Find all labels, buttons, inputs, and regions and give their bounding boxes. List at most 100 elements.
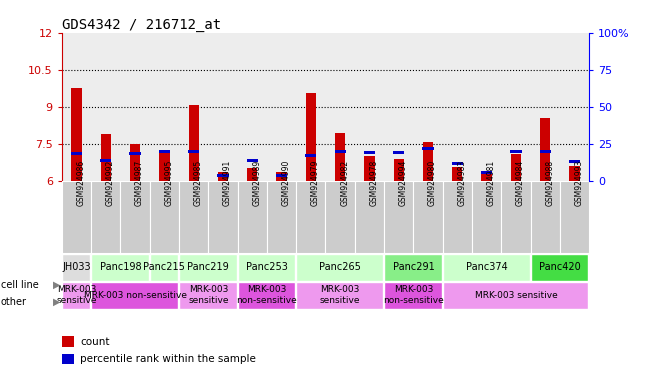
Text: percentile rank within the sample: percentile rank within the sample <box>80 354 256 364</box>
Bar <box>130 152 141 155</box>
Bar <box>531 254 589 281</box>
Text: Panc291: Panc291 <box>393 262 434 272</box>
Bar <box>179 33 208 181</box>
Bar <box>159 150 170 154</box>
Bar <box>305 154 316 157</box>
Bar <box>296 33 326 181</box>
Bar <box>179 181 208 253</box>
Bar <box>188 149 199 153</box>
Bar <box>452 167 462 181</box>
Text: GSM924985: GSM924985 <box>193 160 202 206</box>
Text: MRK-003
non-sensitive: MRK-003 non-sensitive <box>236 285 298 305</box>
Bar <box>423 142 433 181</box>
Bar <box>62 254 90 281</box>
Text: GSM924990: GSM924990 <box>281 160 290 206</box>
Bar <box>443 33 472 181</box>
Text: GSM924983: GSM924983 <box>457 160 466 206</box>
Bar <box>531 181 560 253</box>
Bar <box>384 282 442 309</box>
Text: GSM924989: GSM924989 <box>252 160 261 206</box>
Text: GSM924988: GSM924988 <box>545 160 554 206</box>
Text: MRK-003
sensitive: MRK-003 sensitive <box>188 285 229 305</box>
Bar <box>238 181 267 253</box>
Bar <box>100 159 111 162</box>
Bar <box>472 33 501 181</box>
Bar <box>179 282 237 309</box>
Bar <box>218 172 228 181</box>
Bar <box>501 33 531 181</box>
Bar <box>452 162 463 166</box>
Bar <box>72 88 81 181</box>
Bar <box>91 254 149 281</box>
Text: GSM924992: GSM924992 <box>105 160 115 206</box>
Bar <box>150 33 179 181</box>
Bar <box>531 33 560 181</box>
Bar <box>101 134 111 181</box>
Bar <box>91 33 120 181</box>
Bar <box>120 33 150 181</box>
Bar <box>443 282 589 309</box>
Bar <box>510 150 521 154</box>
Text: GSM924994: GSM924994 <box>398 160 408 206</box>
Text: Panc374: Panc374 <box>465 262 508 272</box>
Bar <box>238 33 267 181</box>
Bar <box>296 282 383 309</box>
Bar <box>296 181 326 253</box>
Bar <box>208 33 238 181</box>
Bar <box>217 174 229 177</box>
Text: Panc420: Panc420 <box>539 262 581 272</box>
Bar <box>306 93 316 181</box>
Bar <box>413 33 443 181</box>
Text: GSM924980: GSM924980 <box>428 160 437 206</box>
Bar <box>384 181 413 253</box>
Bar <box>422 147 434 150</box>
Bar <box>238 282 296 309</box>
Bar <box>208 181 238 253</box>
Bar <box>443 254 530 281</box>
Bar <box>413 181 443 253</box>
Bar <box>267 33 296 181</box>
Text: Panc198: Panc198 <box>100 262 141 272</box>
Text: GSM924982: GSM924982 <box>340 160 349 206</box>
Bar <box>355 181 384 253</box>
Bar <box>393 151 404 154</box>
Text: cell line: cell line <box>1 280 38 290</box>
Bar <box>62 33 91 181</box>
Bar <box>91 282 178 309</box>
Bar <box>511 154 521 181</box>
Bar <box>472 181 501 253</box>
Text: GSM924995: GSM924995 <box>164 160 173 206</box>
Text: Panc219: Panc219 <box>187 262 229 272</box>
Text: GDS4342 / 216712_at: GDS4342 / 216712_at <box>62 18 221 31</box>
Bar <box>150 254 178 281</box>
Text: GSM924979: GSM924979 <box>311 160 320 206</box>
Bar <box>355 33 384 181</box>
Text: JH033: JH033 <box>62 262 90 272</box>
Bar <box>569 160 580 163</box>
Bar <box>277 172 286 181</box>
Text: GSM924987: GSM924987 <box>135 160 144 206</box>
Bar <box>120 181 150 253</box>
Bar <box>130 144 140 181</box>
Bar <box>560 181 589 253</box>
Text: count: count <box>80 337 109 347</box>
Bar <box>540 118 550 181</box>
Text: Panc253: Panc253 <box>246 262 288 272</box>
Bar <box>71 152 82 155</box>
Bar <box>335 132 345 181</box>
Bar <box>482 172 492 181</box>
Bar <box>481 171 492 174</box>
Bar <box>62 282 90 309</box>
Bar <box>276 174 287 177</box>
Bar <box>150 181 179 253</box>
Text: GSM924978: GSM924978 <box>369 160 378 206</box>
Bar <box>159 151 169 181</box>
Bar <box>189 106 199 181</box>
Bar <box>62 181 91 253</box>
Text: MRK-003
non-sensitive: MRK-003 non-sensitive <box>383 285 444 305</box>
Text: GSM924986: GSM924986 <box>77 160 85 206</box>
Text: MRK-003 non-sensitive: MRK-003 non-sensitive <box>83 291 187 300</box>
Bar <box>570 166 579 181</box>
Text: MRK-003
sensitive: MRK-003 sensitive <box>320 285 361 305</box>
Bar <box>238 254 296 281</box>
